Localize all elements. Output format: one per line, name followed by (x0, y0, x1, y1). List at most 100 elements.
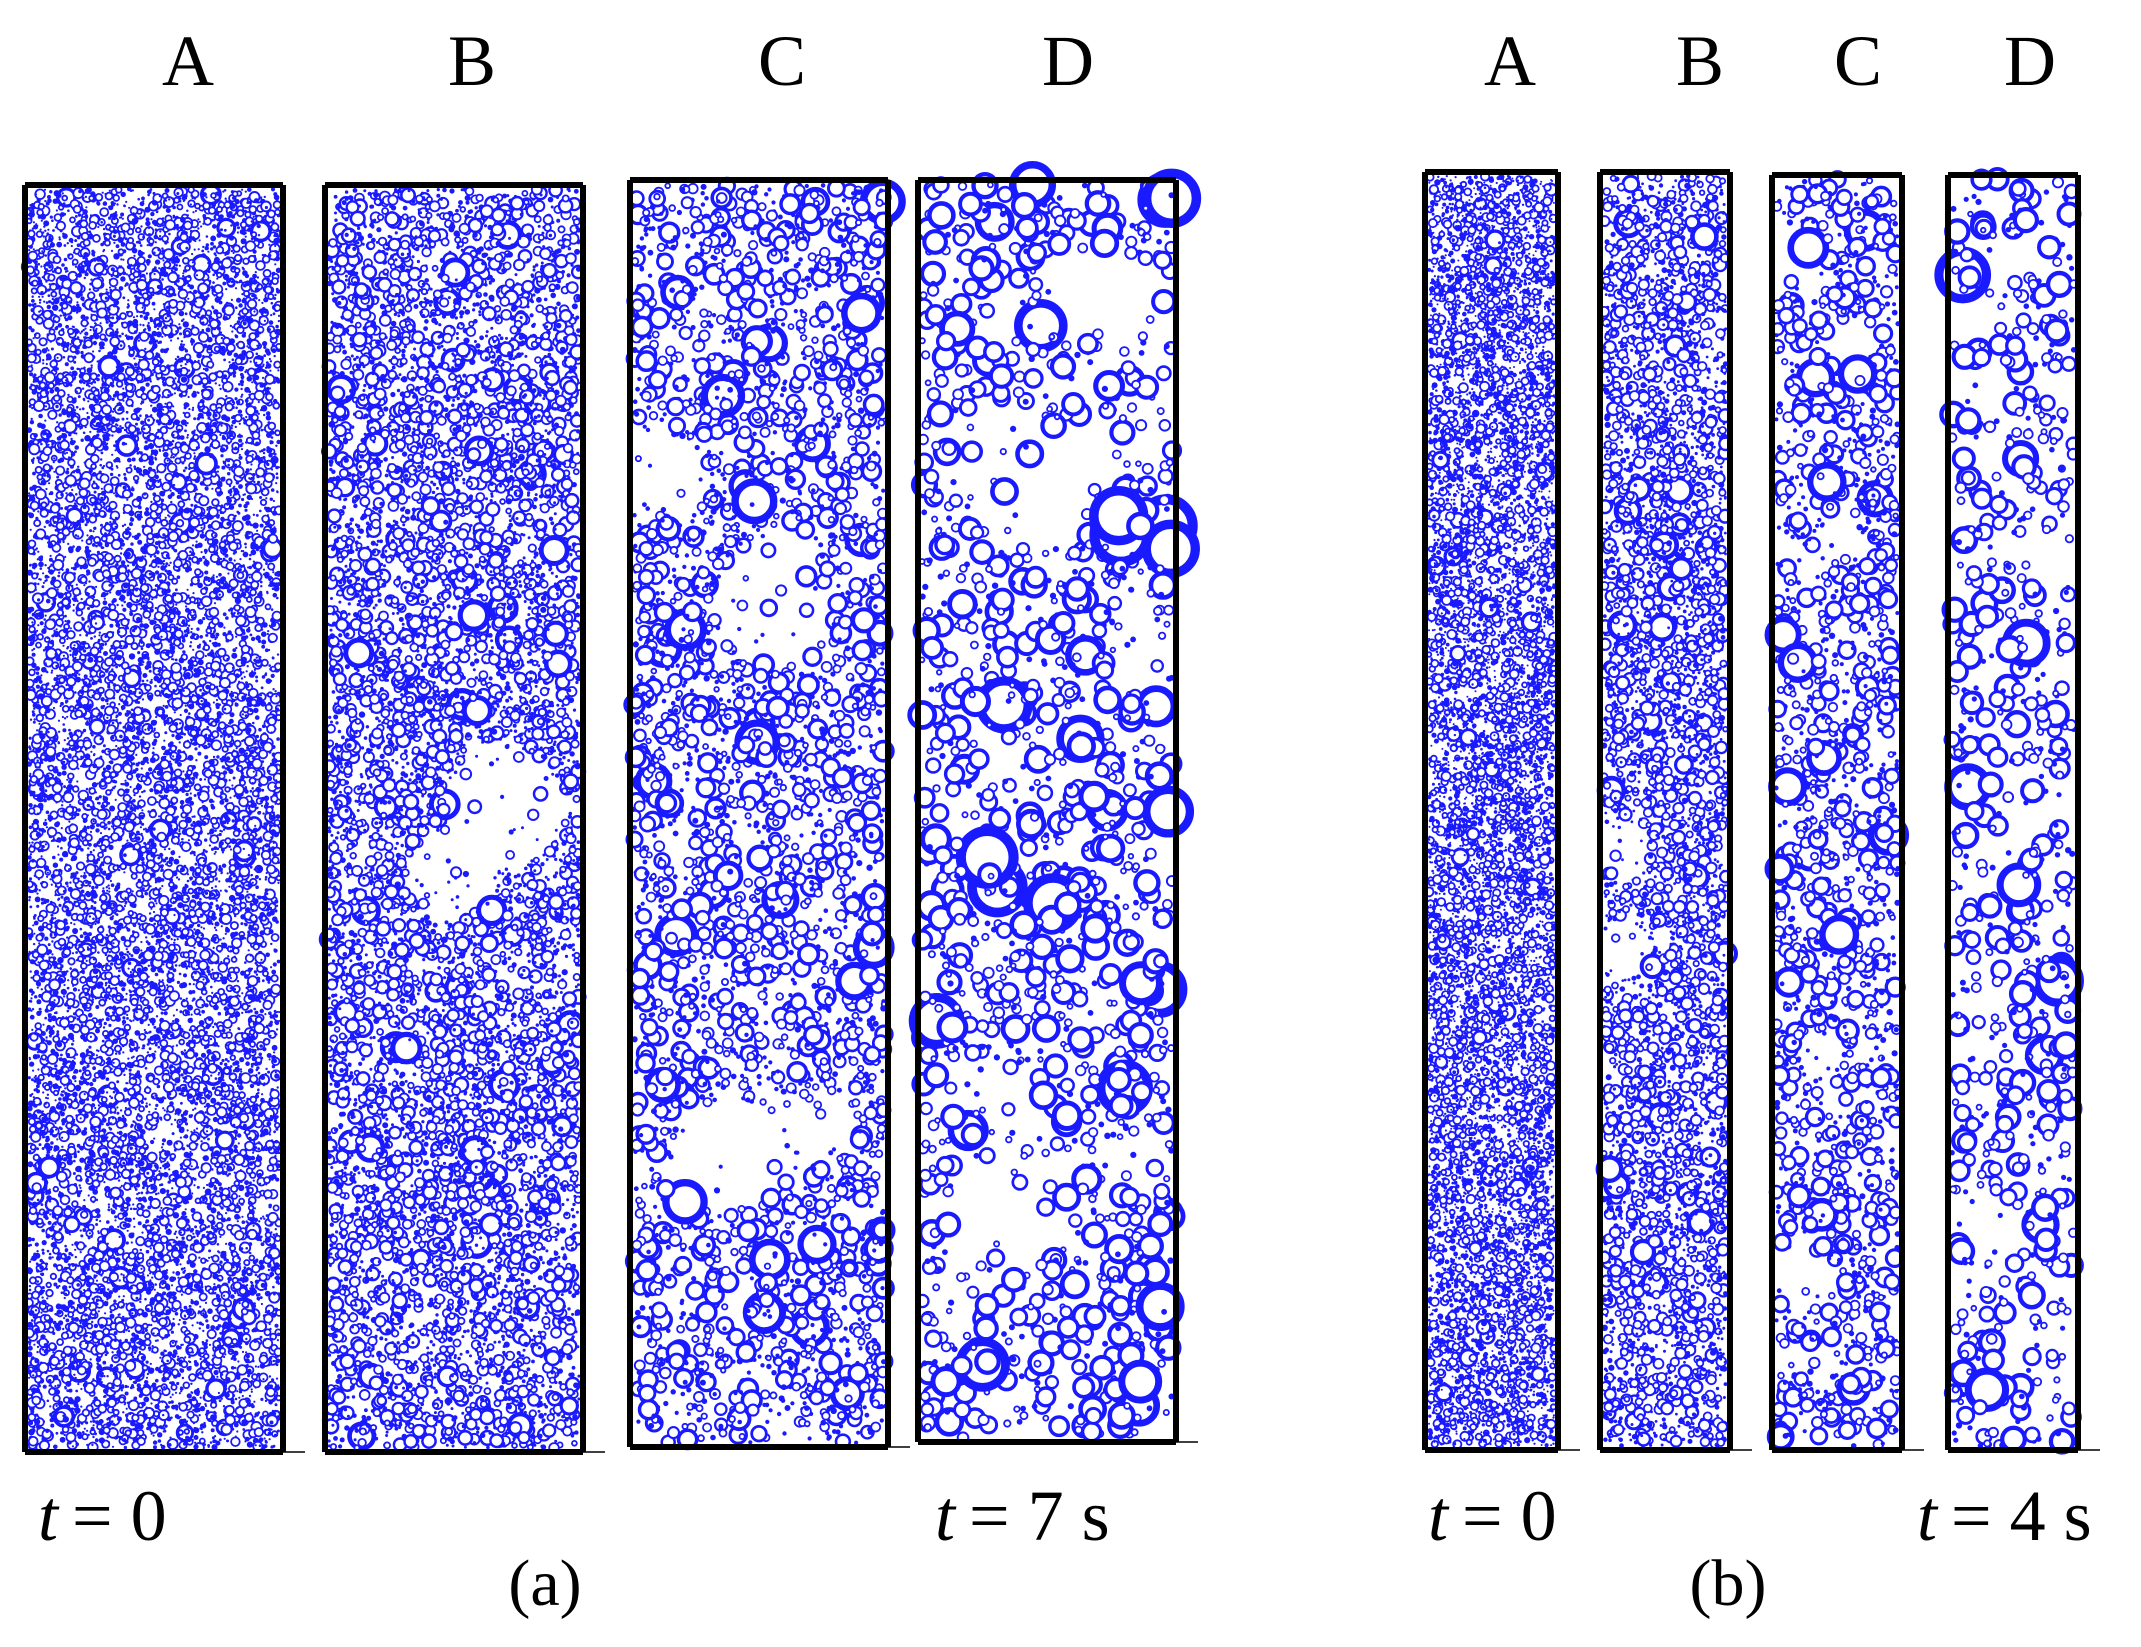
column-label-b-D: D (2004, 21, 2056, 101)
particle (197, 227, 199, 229)
particle (206, 1184, 208, 1186)
particle (250, 361, 252, 363)
particle (261, 631, 267, 637)
particle (99, 1419, 104, 1424)
particle (275, 1228, 277, 1230)
particle (205, 368, 209, 372)
particle (134, 476, 139, 481)
particle (261, 1242, 265, 1246)
particle (272, 1286, 275, 1289)
particle (273, 962, 277, 966)
particle (213, 701, 215, 703)
particle (45, 488, 47, 490)
particle (83, 1199, 85, 1201)
particle (227, 472, 230, 475)
particle (149, 670, 152, 673)
particle (150, 405, 152, 407)
particle (153, 1138, 155, 1140)
particle (157, 1085, 161, 1089)
particle (62, 723, 65, 726)
column-a-A (22, 185, 305, 1452)
particle (118, 1179, 120, 1181)
particle-columns (22, 165, 2100, 1453)
particle (263, 354, 266, 357)
particle (232, 957, 237, 962)
particle (60, 847, 63, 850)
particle (146, 1102, 148, 1104)
particle (113, 1091, 116, 1094)
column-label-a-B: B (448, 21, 496, 101)
particle (253, 514, 255, 516)
particle (137, 651, 140, 654)
particle (64, 1087, 66, 1089)
particle (69, 967, 72, 970)
particle (275, 325, 279, 329)
particle (252, 1152, 254, 1154)
particle (219, 297, 222, 300)
particle (52, 1025, 55, 1028)
particle (58, 731, 60, 733)
particle (238, 456, 242, 460)
particle (255, 885, 259, 889)
column-label-b-A: A (1484, 21, 1536, 101)
particle (31, 1029, 33, 1031)
particle (150, 1247, 152, 1249)
particle (92, 782, 98, 788)
particle (140, 949, 142, 951)
particle (44, 1017, 47, 1020)
particle (39, 1075, 44, 1080)
particle (92, 350, 94, 352)
particle (205, 446, 210, 451)
particle (107, 821, 111, 825)
particle (199, 1322, 203, 1326)
particle (194, 1225, 197, 1228)
particle (148, 767, 152, 771)
particle (140, 225, 142, 227)
particle (228, 361, 230, 363)
particle (149, 917, 154, 922)
particle (99, 1000, 105, 1006)
particle (70, 217, 75, 222)
particle (93, 527, 96, 530)
particle (51, 670, 53, 672)
column-label-a-C: C (758, 21, 806, 101)
particle (126, 418, 128, 420)
particle (61, 836, 66, 841)
particle (171, 447, 178, 454)
particle (197, 1186, 200, 1189)
particle (80, 419, 87, 426)
particle (253, 1380, 260, 1387)
particle (145, 507, 149, 511)
particle (258, 728, 262, 732)
particle (196, 1322, 198, 1324)
particle (189, 463, 194, 468)
particle (61, 827, 63, 829)
particle (128, 1330, 130, 1332)
particle (92, 1420, 95, 1423)
particle (42, 1024, 44, 1026)
particle (33, 975, 40, 982)
particle (115, 799, 117, 801)
particle (187, 1129, 189, 1131)
particle (49, 878, 51, 880)
particle (66, 779, 68, 781)
particle (86, 1430, 88, 1432)
particle (194, 747, 197, 750)
particle (141, 647, 144, 650)
column-label-a-D: D (1042, 21, 1094, 101)
particle (47, 305, 51, 309)
particle (261, 1303, 263, 1305)
particle (277, 653, 279, 655)
particle (81, 320, 87, 326)
particle (56, 1138, 58, 1140)
particle (273, 500, 275, 502)
particle (191, 628, 193, 630)
particle (260, 524, 264, 528)
particle (135, 423, 138, 426)
particle (81, 598, 83, 600)
particle (144, 1029, 146, 1031)
particle (147, 942, 150, 945)
particle (173, 215, 176, 218)
particle (276, 814, 281, 819)
column-label-a-A: A (162, 21, 214, 101)
